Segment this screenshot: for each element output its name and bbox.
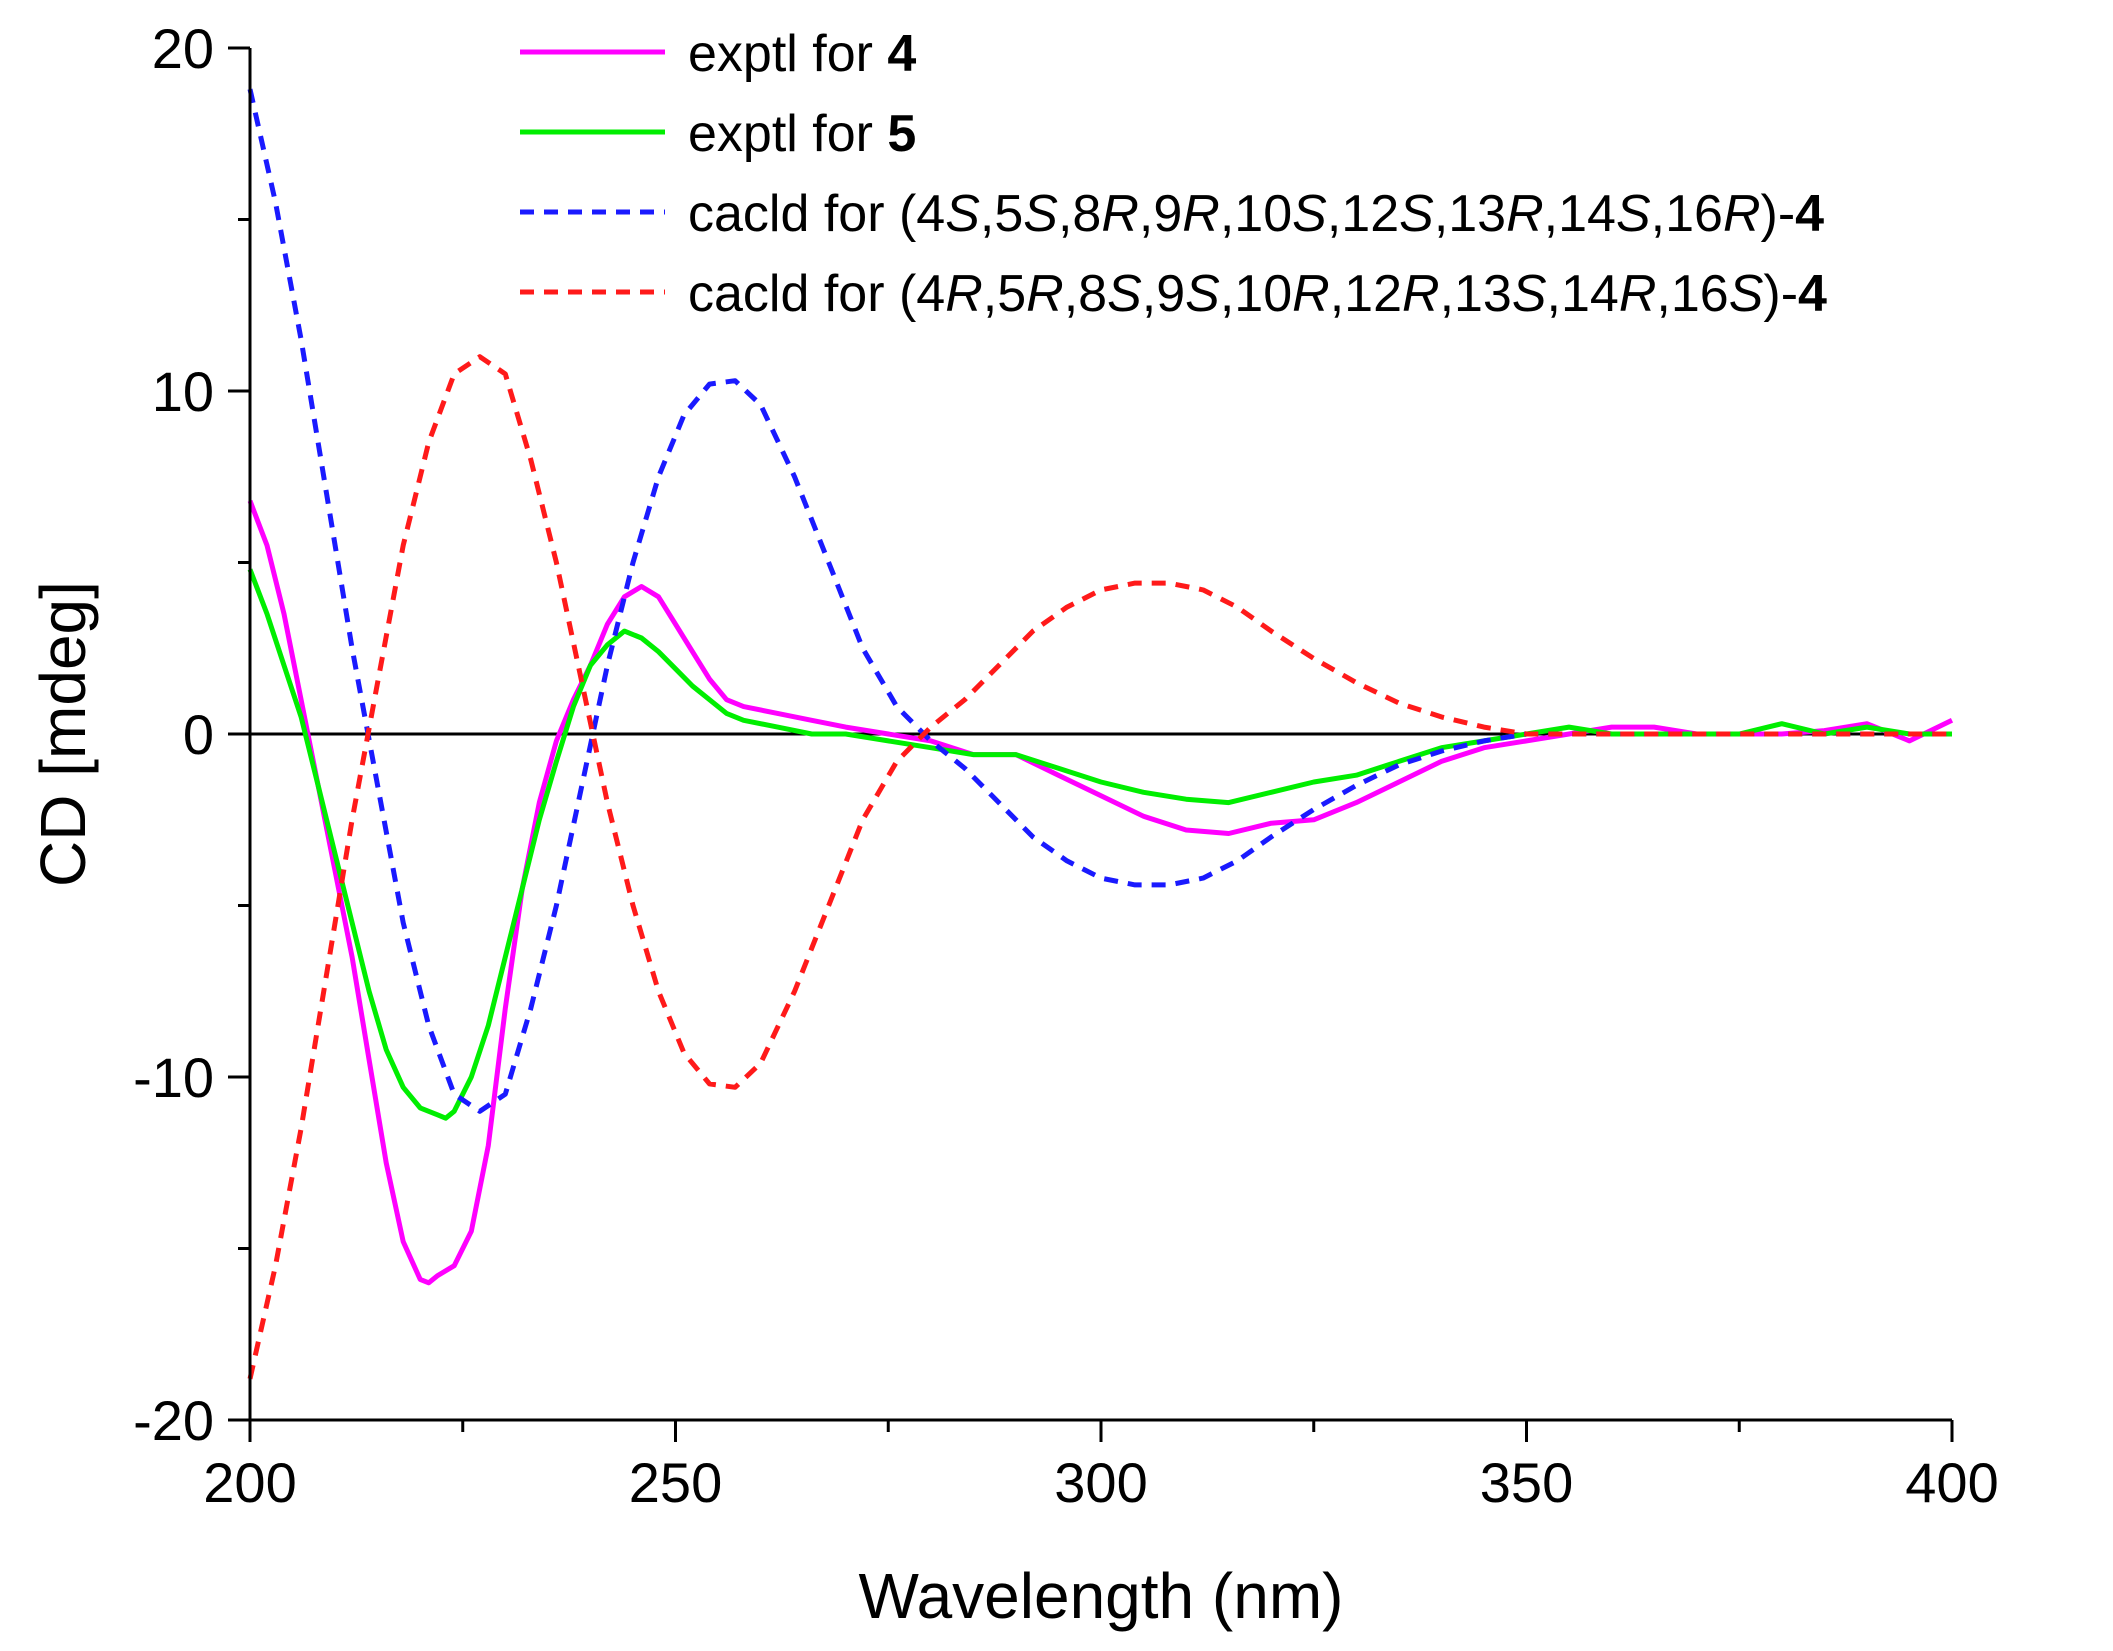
x-tick-label: 400 <box>1905 1451 1998 1514</box>
y-tick-label: 10 <box>152 360 214 423</box>
series-line-1 <box>247 499 1954 1286</box>
y-tick-label: 0 <box>183 703 214 766</box>
plot-area <box>247 88 1954 1380</box>
legend-label-2: exptl for 5 <box>688 105 916 163</box>
series-line-3 <box>247 88 1952 1114</box>
x-tick-label: 300 <box>1054 1451 1147 1514</box>
x-tick-label: 350 <box>1480 1451 1573 1514</box>
series-line-2 <box>247 568 1952 1121</box>
x-axis-label: Wavelength (nm) <box>859 1560 1344 1632</box>
legend-label-1: exptl for 4 <box>688 25 916 83</box>
y-tick-label: -10 <box>133 1046 214 1109</box>
x-tick-label: 250 <box>629 1451 722 1514</box>
legend-label-3: cacld for (4S,5S,8R,9R,10S,12S,13R,14S,1… <box>688 185 1824 243</box>
x-tick-label: 200 <box>203 1451 296 1514</box>
tick-labels: 200 250 300 350 400 -20 -10 0 10 20 <box>133 17 1999 1514</box>
legend-label-4: cacld for (4R,5R,8S,9S,10R,12R,13S,14R,1… <box>688 265 1827 323</box>
y-tick-label: 20 <box>152 17 214 80</box>
series-line-4 <box>247 354 1952 1380</box>
legend: exptl for 4 exptl for 5 cacld for (4S,5S,8… <box>520 25 1827 323</box>
y-axis-label: CD [mdeg] <box>27 581 99 887</box>
tick-marks <box>228 46 1954 1442</box>
y-tick-label: -20 <box>133 1389 214 1452</box>
